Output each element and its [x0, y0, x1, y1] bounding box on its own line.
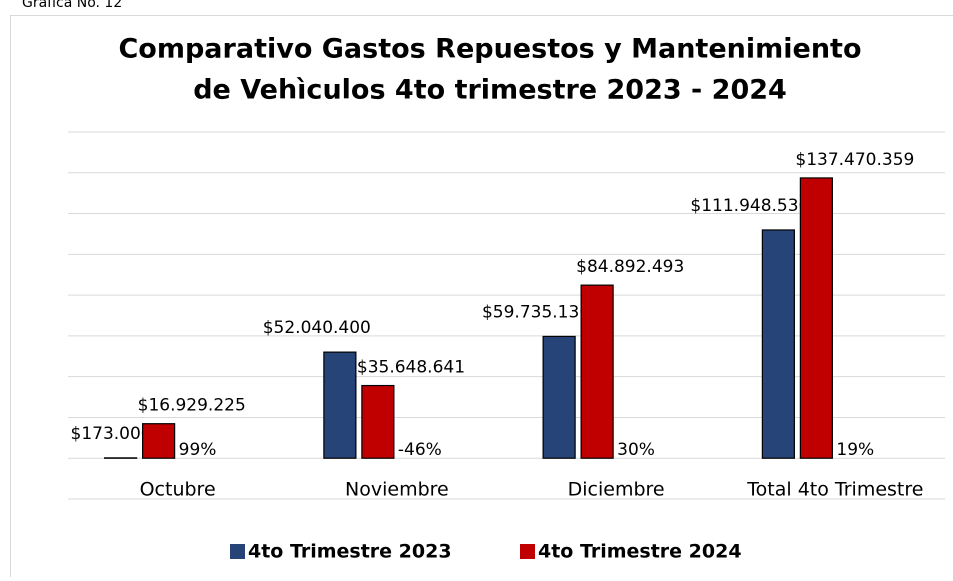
data-label: $84.892.493	[576, 257, 684, 277]
data-label: $35.648.641	[357, 358, 465, 378]
legend-swatch	[520, 544, 535, 559]
data-label: $173.000	[71, 424, 152, 444]
chart-title: Comparativo Gastos Repuestos y Mantenimi…	[118, 34, 861, 65]
legend-label: 4to Trimestre 2023	[248, 541, 452, 563]
variation-label: 19%	[836, 440, 874, 460]
data-label: $137.470.359	[795, 150, 914, 170]
bar	[362, 386, 394, 459]
bar	[143, 424, 175, 459]
x-tick-label: Total 4to Trimestre	[746, 479, 923, 501]
data-label: $16.929.225	[138, 396, 246, 416]
caption: Gráfica No. 12	[22, 0, 122, 11]
bar	[543, 336, 575, 458]
bar	[581, 285, 613, 458]
bar	[324, 352, 356, 458]
data-label: $52.040.400	[263, 318, 371, 338]
data-label: $111.948.536	[690, 196, 809, 216]
bar	[800, 178, 832, 458]
x-tick-label: Diciembre	[568, 479, 665, 501]
legend-label: 4to Trimestre 2024	[538, 541, 742, 563]
x-tick-label: Noviembre	[345, 479, 449, 501]
x-tick-label: Octubre	[140, 479, 216, 501]
data-label: $59.735.136	[482, 302, 590, 322]
bar	[762, 230, 794, 458]
variation-label: -46%	[398, 440, 442, 460]
variation-label: 99%	[179, 440, 217, 460]
chart-title: de Vehìculos 4to trimestre 2023 - 2024	[193, 75, 787, 106]
legend-swatch	[230, 544, 245, 559]
variation-label: 30%	[617, 440, 655, 460]
